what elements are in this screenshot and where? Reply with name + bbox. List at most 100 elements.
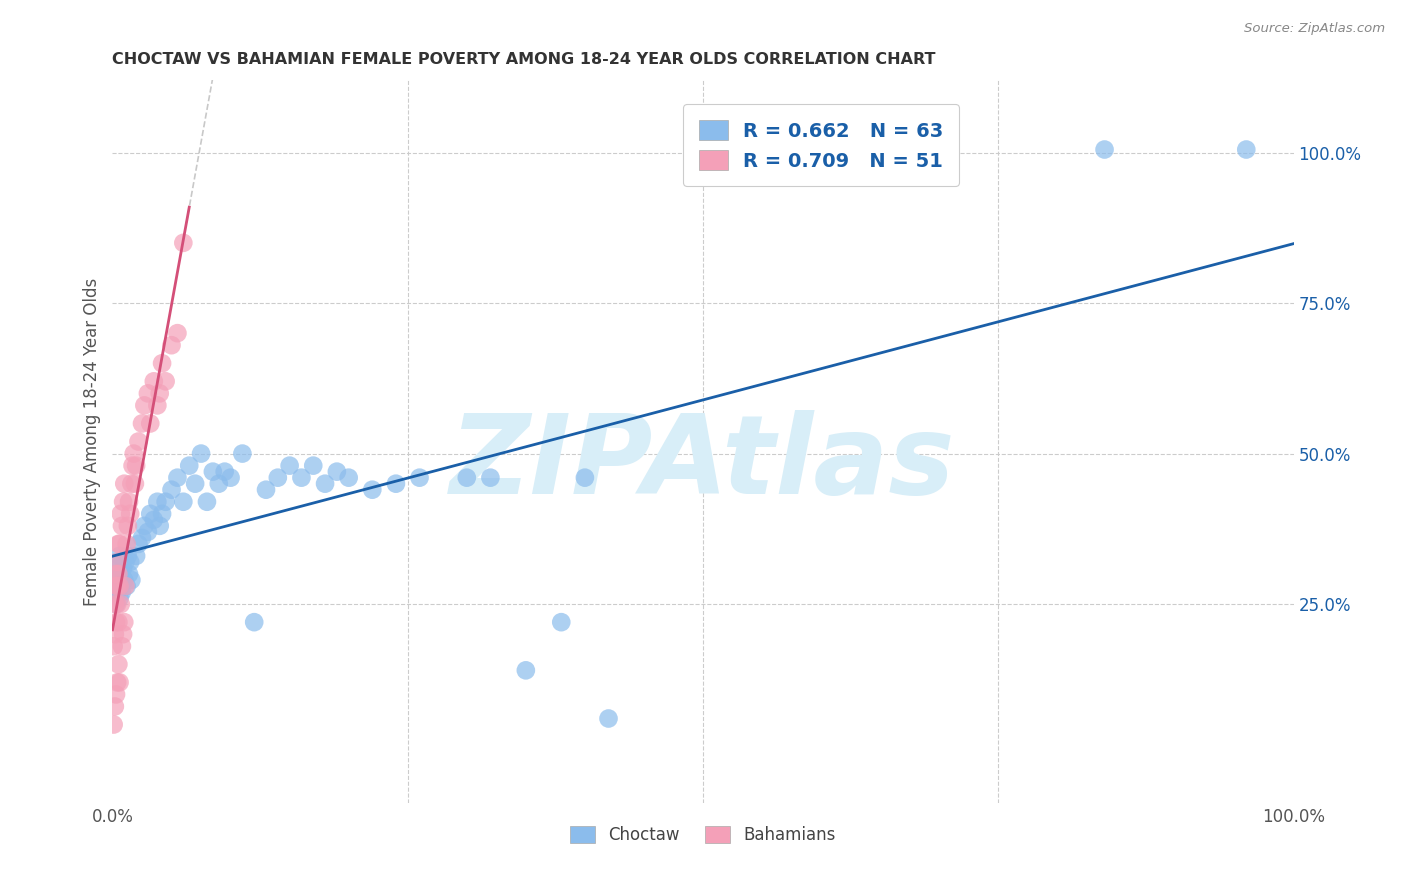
Point — [111, 585, 134, 599]
Point — [142, 375, 165, 389]
Point — [131, 417, 153, 431]
Point — [108, 591, 131, 606]
Point — [127, 537, 149, 551]
Point — [112, 573, 135, 587]
Point — [110, 567, 132, 582]
Point — [479, 471, 502, 485]
Point — [117, 549, 139, 563]
Point — [120, 555, 142, 569]
Point — [103, 639, 125, 653]
Point — [172, 494, 194, 508]
Point — [105, 555, 128, 569]
Y-axis label: Female Poverty Among 18-24 Year Olds: Female Poverty Among 18-24 Year Olds — [83, 277, 101, 606]
Point — [114, 555, 136, 569]
Point — [118, 494, 141, 508]
Point — [214, 465, 236, 479]
Point — [107, 537, 129, 551]
Point — [290, 471, 312, 485]
Point — [184, 476, 207, 491]
Point — [550, 615, 572, 630]
Point — [110, 597, 132, 611]
Point — [314, 476, 336, 491]
Point — [112, 494, 135, 508]
Point — [105, 597, 128, 611]
Point — [110, 507, 132, 521]
Point — [150, 356, 173, 370]
Legend: Choctaw, Bahamians: Choctaw, Bahamians — [562, 817, 844, 852]
Point — [111, 519, 134, 533]
Point — [110, 579, 132, 593]
Point — [134, 519, 156, 533]
Point — [134, 398, 156, 412]
Point — [105, 567, 128, 582]
Point — [125, 458, 148, 473]
Point — [149, 519, 172, 533]
Point — [598, 712, 620, 726]
Point — [136, 386, 159, 401]
Point — [278, 458, 301, 473]
Point — [125, 549, 148, 563]
Point — [107, 561, 129, 575]
Point — [104, 579, 127, 593]
Point — [107, 573, 129, 587]
Point — [146, 398, 169, 412]
Point — [231, 446, 253, 460]
Point — [108, 537, 131, 551]
Point — [111, 639, 134, 653]
Point — [108, 579, 131, 593]
Point — [385, 476, 408, 491]
Point — [208, 476, 231, 491]
Point — [172, 235, 194, 250]
Point — [127, 434, 149, 449]
Point — [254, 483, 277, 497]
Point — [105, 675, 128, 690]
Point — [337, 471, 360, 485]
Point — [108, 549, 131, 563]
Text: Source: ZipAtlas.com: Source: ZipAtlas.com — [1244, 22, 1385, 36]
Point — [112, 561, 135, 575]
Point — [1234, 143, 1257, 157]
Point — [120, 476, 142, 491]
Point — [456, 471, 478, 485]
Point — [104, 699, 127, 714]
Point — [326, 465, 349, 479]
Point — [107, 567, 129, 582]
Point — [201, 465, 224, 479]
Point — [1094, 143, 1116, 157]
Point — [160, 483, 183, 497]
Point — [105, 567, 128, 582]
Point — [139, 417, 162, 431]
Point — [149, 386, 172, 401]
Point — [243, 615, 266, 630]
Point — [107, 657, 129, 672]
Point — [105, 597, 128, 611]
Point — [117, 519, 139, 533]
Point — [124, 476, 146, 491]
Point — [146, 494, 169, 508]
Point — [136, 524, 159, 539]
Point — [361, 483, 384, 497]
Point — [112, 615, 135, 630]
Point — [179, 458, 201, 473]
Point — [105, 579, 128, 593]
Point — [150, 507, 173, 521]
Point — [107, 615, 129, 630]
Point — [112, 627, 135, 641]
Point — [139, 507, 162, 521]
Point — [166, 326, 188, 341]
Point — [166, 471, 188, 485]
Point — [105, 687, 128, 701]
Point — [142, 513, 165, 527]
Point — [112, 476, 135, 491]
Point — [121, 458, 143, 473]
Text: ZIPAtlas: ZIPAtlas — [450, 409, 956, 516]
Point — [104, 627, 127, 641]
Point — [408, 471, 430, 485]
Point — [120, 573, 142, 587]
Point — [105, 579, 128, 593]
Point — [302, 458, 325, 473]
Point — [105, 555, 128, 569]
Point — [108, 675, 131, 690]
Point — [574, 471, 596, 485]
Point — [114, 579, 136, 593]
